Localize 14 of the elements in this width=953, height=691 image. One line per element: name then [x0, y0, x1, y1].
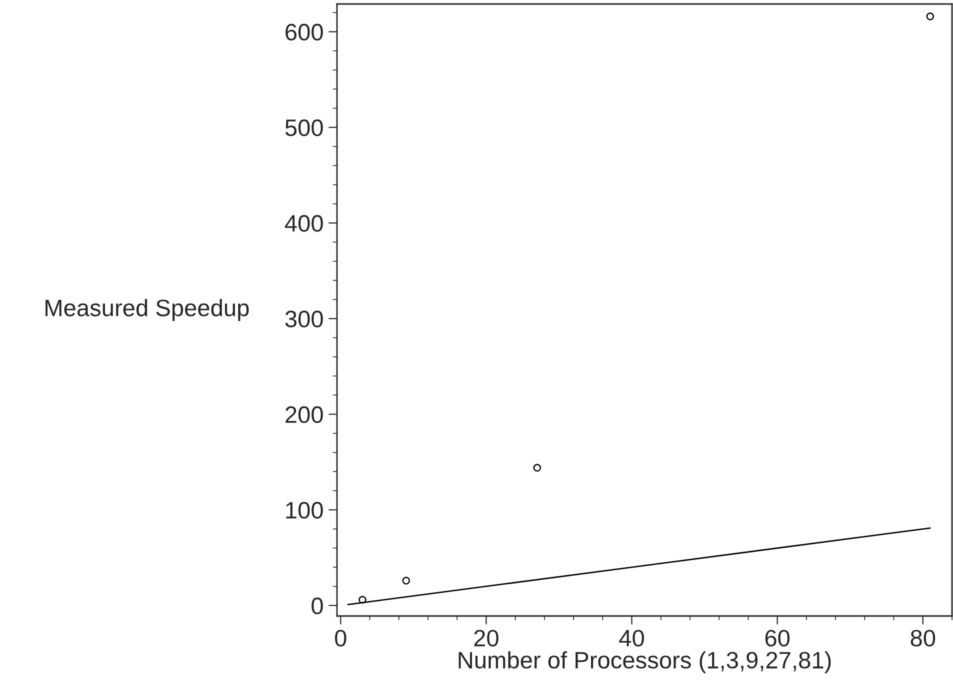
- x-tick-label: 60: [765, 630, 790, 647]
- x-tick-label: 40: [619, 630, 644, 647]
- y-tick-label: 100: [286, 502, 323, 519]
- y-tick-label: 0: [312, 598, 323, 614]
- y-axis-title: Measured Speedup: [46, 298, 249, 322]
- y-tick-label: 600: [286, 24, 323, 41]
- y-tick-label: 200: [286, 406, 323, 424]
- x-tick-label: 0: [334, 630, 346, 647]
- x-axis-title: Number of Processors (1,3,9,27,81): [458, 651, 831, 674]
- y-tick-label: 400: [284, 215, 323, 232]
- x-tick-label: 20: [474, 630, 498, 647]
- y-tick-label: 300: [285, 310, 323, 328]
- x-tick-label: 80: [910, 630, 936, 647]
- y-tick-label: 500: [285, 119, 323, 136]
